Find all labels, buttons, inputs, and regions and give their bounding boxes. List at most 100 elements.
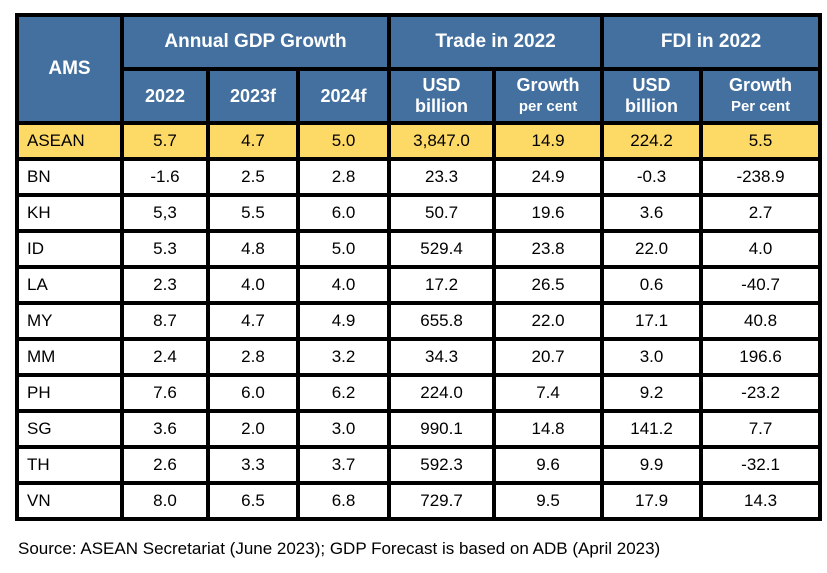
value-cell: 9.2 xyxy=(600,373,704,413)
value-cell: 3.0 xyxy=(600,337,704,377)
header-trade: Trade in 2022 xyxy=(387,13,605,71)
column-header: USD billion xyxy=(387,67,497,125)
value-cell: 2.8 xyxy=(206,337,300,377)
value-cell: 24.9 xyxy=(492,157,605,197)
value-cell: 3.6 xyxy=(600,193,704,233)
value-cell: 26.5 xyxy=(492,265,605,305)
country-cell: ID xyxy=(15,229,124,269)
column-header-line2: Per cent xyxy=(730,98,791,115)
country-cell: MM xyxy=(15,337,124,377)
value-cell: 224.2 xyxy=(600,121,704,161)
header-ams: AMS xyxy=(15,13,124,125)
value-cell: 2.6 xyxy=(120,445,210,485)
country-cell: TH xyxy=(15,445,124,485)
column-header-line1: Growth xyxy=(729,75,793,95)
table-row: PH 7.6 6.0 6.2 224.0 7.4 9.2 -23.2 xyxy=(15,373,823,413)
table-row: TH 2.6 3.3 3.7 592.3 9.6 9.9 -32.1 xyxy=(15,445,823,485)
value-cell: 4.0 xyxy=(699,229,823,269)
value-cell: 4.9 xyxy=(295,301,392,341)
value-cell: 4.8 xyxy=(206,229,300,269)
value-cell: 5.5 xyxy=(699,121,823,161)
table-row: KH 5,3 5.5 6.0 50.7 19.6 3.6 2.7 xyxy=(15,193,823,233)
table-row: MM 2.4 2.8 3.2 34.3 20.7 3.0 196.6 xyxy=(15,337,823,377)
value-cell: 4.0 xyxy=(206,265,300,305)
table-row: LA 2.3 4.0 4.0 17.2 26.5 0.6 -40.7 xyxy=(15,265,823,305)
column-header: 2022 xyxy=(120,67,210,125)
header-gdp-growth: Annual GDP Growth xyxy=(119,13,392,71)
table-row-asean: ASEAN 5.7 4.7 5.0 3,847.0 14.9 224.2 5.5 xyxy=(15,121,823,161)
value-cell: 5.0 xyxy=(295,121,392,161)
table-row: VN 8.0 6.5 6.8 729.7 9.5 17.9 14.3 xyxy=(15,481,823,521)
value-cell: -23.2 xyxy=(699,373,823,413)
country-cell: PH xyxy=(15,373,124,413)
value-cell: 6.2 xyxy=(295,373,392,413)
value-cell: 655.8 xyxy=(387,301,497,341)
value-cell: 40.8 xyxy=(699,301,823,341)
column-header-line1: 2023f xyxy=(229,85,277,106)
value-cell: 729.7 xyxy=(387,481,497,521)
value-cell: -32.1 xyxy=(699,445,823,485)
value-cell: 592.3 xyxy=(387,445,497,485)
value-cell: 7.7 xyxy=(699,409,823,449)
value-cell: 17.1 xyxy=(600,301,704,341)
value-cell: 4.7 xyxy=(206,121,300,161)
country-cell: BN xyxy=(15,157,124,197)
value-cell: 6.0 xyxy=(206,373,300,413)
value-cell: 3.3 xyxy=(206,445,300,485)
value-cell: 5.3 xyxy=(120,229,210,269)
table-row: SG 3.6 2.0 3.0 990.1 14.8 141.2 7.7 xyxy=(15,409,823,449)
country-cell: SG xyxy=(15,409,124,449)
value-cell: 4.7 xyxy=(206,301,300,341)
column-header-line1: 2024f xyxy=(320,85,367,106)
country-cell: VN xyxy=(15,481,124,521)
column-header: Growth Per cent xyxy=(699,67,823,125)
value-cell: 14.9 xyxy=(492,121,605,161)
value-cell: 3.7 xyxy=(295,445,392,485)
table-body: ASEAN 5.7 4.7 5.0 3,847.0 14.9 224.2 5.5 BN -1.6 2… xyxy=(15,121,823,521)
asean-economic-table: AMS Annual GDP Growth Trade in 2022 FDI … xyxy=(15,13,823,521)
value-cell: 8.7 xyxy=(120,301,210,341)
value-cell: 23.3 xyxy=(387,157,497,197)
value-cell: 34.3 xyxy=(387,337,497,377)
value-cell: 529.4 xyxy=(387,229,497,269)
value-cell: 50.7 xyxy=(387,193,497,233)
column-header-line1: Growth xyxy=(516,75,580,95)
value-cell: 5.0 xyxy=(295,229,392,269)
country-cell: LA xyxy=(15,265,124,305)
column-header: Growth per cent xyxy=(492,67,605,125)
column-header-line1: USD xyxy=(422,75,461,95)
value-cell: 9.6 xyxy=(492,445,605,485)
value-cell: -0.3 xyxy=(600,157,704,197)
value-cell: 22.0 xyxy=(600,229,704,269)
table-row: MY 8.7 4.7 4.9 655.8 22.0 17.1 40.8 xyxy=(15,301,823,341)
value-cell: 17.2 xyxy=(387,265,497,305)
value-cell: 5.5 xyxy=(206,193,300,233)
country-cell: MY xyxy=(15,301,124,341)
value-cell: 2.4 xyxy=(120,337,210,377)
value-cell: 8.0 xyxy=(120,481,210,521)
value-cell: 2.7 xyxy=(699,193,823,233)
table-row: BN -1.6 2.5 2.8 23.3 24.9 -0.3 -238.9 xyxy=(15,157,823,197)
value-cell: 4.0 xyxy=(295,265,392,305)
value-cell: 7.6 xyxy=(120,373,210,413)
value-cell: 9.5 xyxy=(492,481,605,521)
column-header: 2024f xyxy=(295,67,392,125)
value-cell: 2.0 xyxy=(206,409,300,449)
column-header-line1: 2022 xyxy=(144,85,186,106)
value-cell: 141.2 xyxy=(600,409,704,449)
value-cell: -40.7 xyxy=(699,265,823,305)
value-cell: 6.8 xyxy=(295,481,392,521)
value-cell: 20.7 xyxy=(492,337,605,377)
value-cell: 23.8 xyxy=(492,229,605,269)
value-cell: 14.3 xyxy=(699,481,823,521)
value-cell: 5,3 xyxy=(120,193,210,233)
value-cell: 22.0 xyxy=(492,301,605,341)
value-cell: 9.9 xyxy=(600,445,704,485)
value-cell: 7.4 xyxy=(492,373,605,413)
value-cell: 17.9 xyxy=(600,481,704,521)
value-cell: 19.6 xyxy=(492,193,605,233)
value-cell: -1.6 xyxy=(120,157,210,197)
source-note: Source: ASEAN Secretariat (June 2023); G… xyxy=(18,539,661,558)
column-header: 2023f xyxy=(206,67,300,125)
value-cell: 990.1 xyxy=(387,409,497,449)
